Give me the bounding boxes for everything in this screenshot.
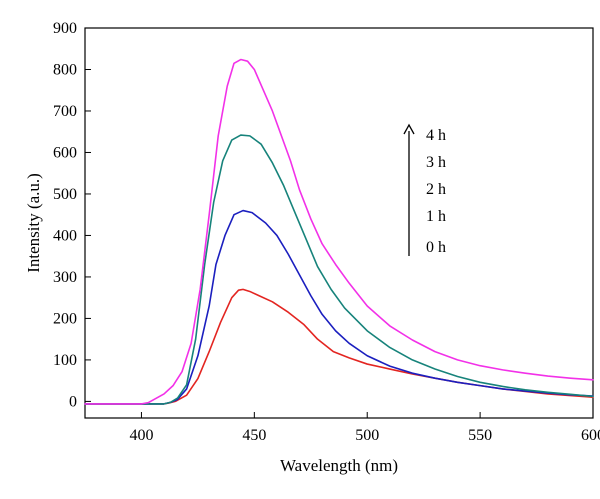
y-tick-label: 100 <box>53 352 77 369</box>
y-tick-label: 0 <box>69 393 77 410</box>
x-axis-label: Wavelength (nm) <box>280 456 398 475</box>
series-line-2h <box>84 134 594 405</box>
legend-label-2h: 2 h <box>426 181 446 198</box>
y-tick-label: 500 <box>53 186 77 203</box>
series-line-0h <box>84 288 594 405</box>
series-line-3h <box>84 58 594 405</box>
y-tick-label: 600 <box>53 144 77 161</box>
legend-label-3h: 3 h <box>426 154 446 171</box>
x-tick-label: 450 <box>242 427 266 444</box>
y-axis-label: Intensity (a.u.) <box>24 173 43 273</box>
x-tick-label: 550 <box>468 427 492 444</box>
y-tick-label: 400 <box>53 227 77 244</box>
x-tick-label: 600 <box>581 427 600 444</box>
legend-label-1h: 1 h <box>426 208 446 225</box>
x-tick-label: 400 <box>129 427 153 444</box>
x-tick-label: 500 <box>355 427 379 444</box>
series-line-1h <box>84 209 594 405</box>
arrow-up-icon <box>403 123 415 135</box>
y-tick-label: 200 <box>53 310 77 327</box>
y-tick-label: 800 <box>53 61 77 78</box>
plot-frame <box>84 27 594 419</box>
y-tick-label: 300 <box>53 269 77 286</box>
y-tick-label: 700 <box>53 103 77 120</box>
y-tick-label: 900 <box>53 20 77 37</box>
legend-label-4h: 4 h <box>426 127 446 144</box>
legend-label-0h: 0 h <box>426 239 446 256</box>
